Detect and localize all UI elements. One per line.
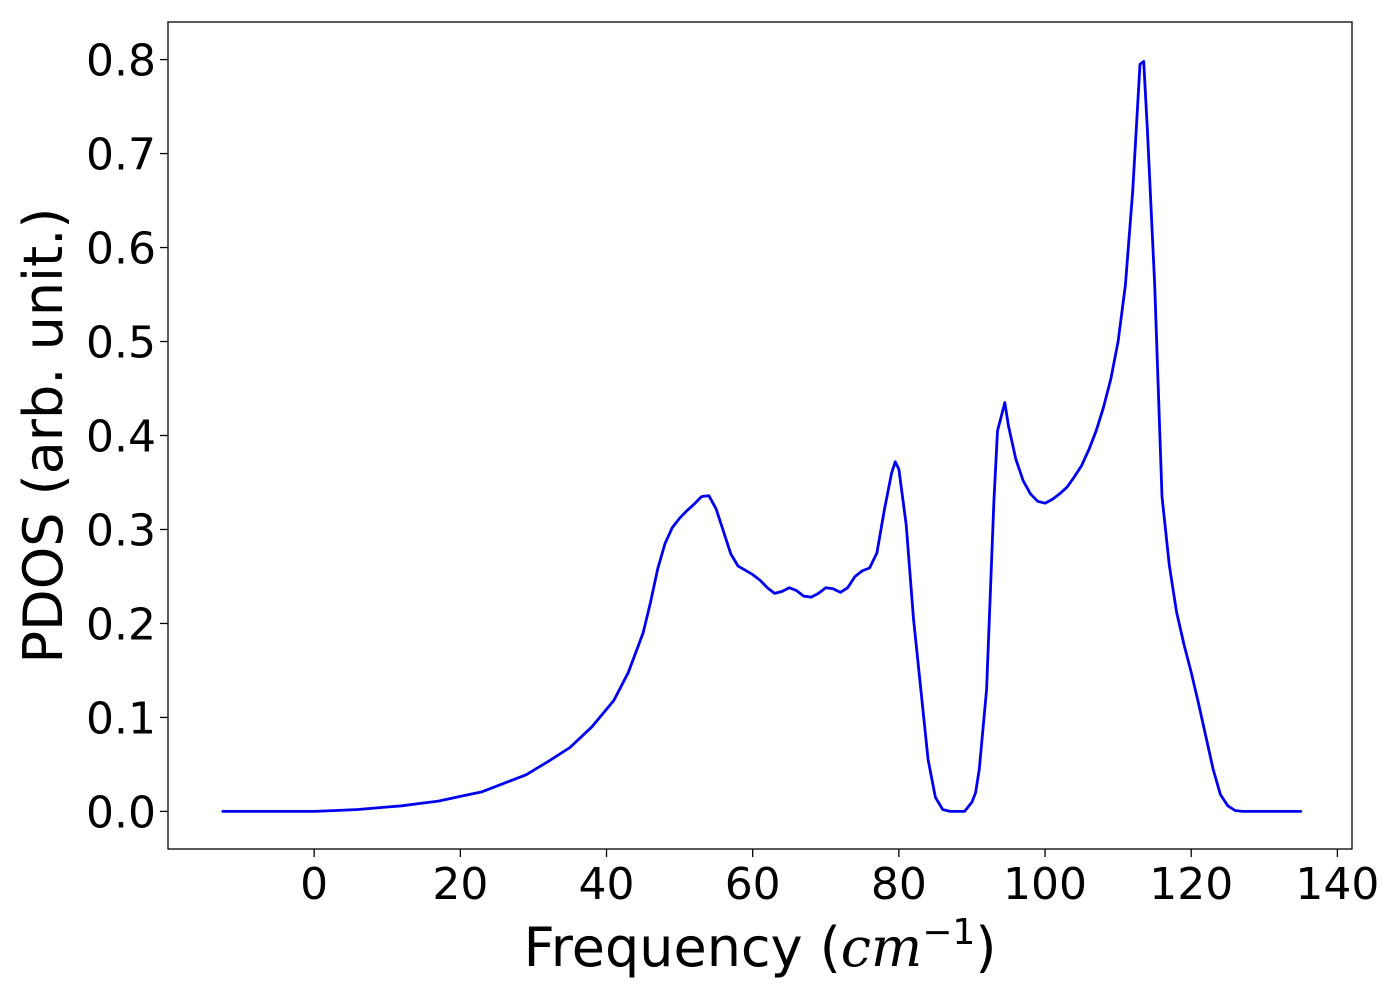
y-tick-label: 0.4 (86, 412, 156, 463)
plot-area (167, 21, 1353, 850)
x-tick-label: 100 (1003, 859, 1087, 910)
y-tick-label: 0.0 (86, 787, 156, 838)
x-axis-label: Frequency (cm−1) (524, 912, 997, 979)
series-group (221, 60, 1303, 813)
y-axis-label: PDOS (arb. unit.) (12, 208, 75, 664)
y-axis-ticks: 0.0 0.1 0.2 0.3 0.4 0.5 0.6 0.7 0.8 (86, 36, 168, 838)
x-tick-label: 0 (300, 859, 328, 910)
y-tick-label: 0.5 (86, 318, 156, 369)
pdos-series-line (221, 60, 1303, 813)
y-tick-label: 0.7 (86, 130, 156, 181)
x-tick-label: 40 (579, 859, 635, 910)
x-tick-label: 140 (1295, 859, 1379, 910)
y-tick-label: 0.6 (86, 224, 156, 275)
x-tick-label: 60 (725, 859, 781, 910)
x-axis-ticks: 0 20 40 60 80 100 120 140 (300, 849, 1379, 910)
y-tick-label: 0.2 (86, 599, 156, 650)
x-tick-label: 120 (1149, 859, 1233, 910)
y-tick-label: 0.1 (86, 693, 156, 744)
x-tick-label: 80 (871, 859, 927, 910)
x-tick-label: 20 (432, 859, 488, 910)
y-tick-label: 0.3 (86, 505, 156, 556)
y-tick-label: 0.8 (86, 36, 156, 87)
